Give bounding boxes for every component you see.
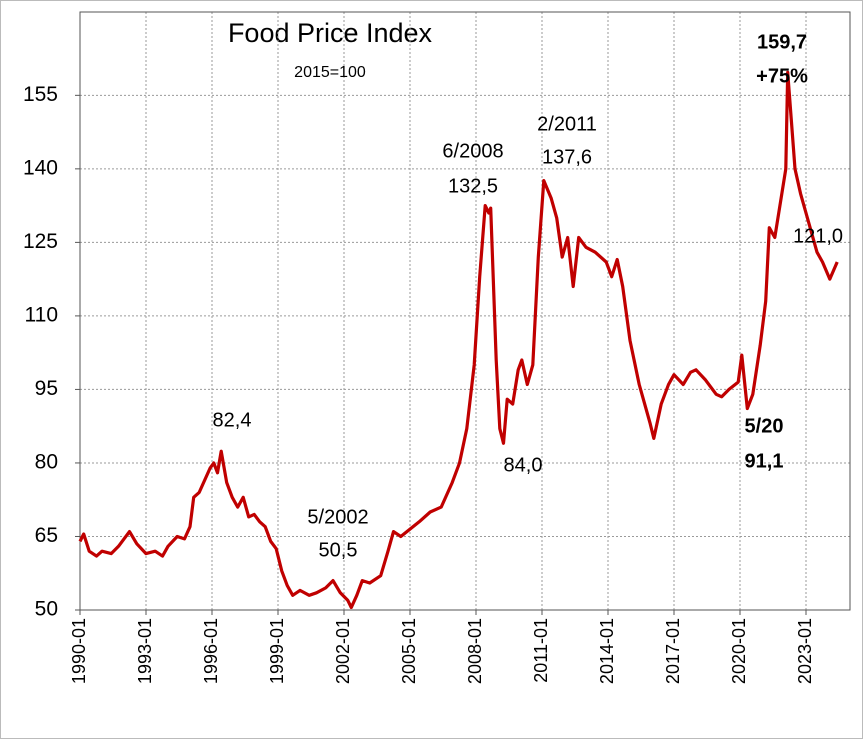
annotation: 132,5 [448, 175, 498, 197]
annotation: 82,4 [213, 409, 252, 431]
x-tick-label: 1996-01 [201, 618, 221, 684]
annotation: 121,0 [793, 225, 843, 247]
annotation: 50,5 [319, 539, 358, 561]
x-tick-label: 2017-01 [663, 618, 683, 684]
x-tick-label: 2014-01 [597, 618, 617, 684]
chart-title: Food Price Index [228, 18, 433, 48]
y-tick-label: 110 [25, 303, 58, 326]
y-tick-label: 95 [35, 377, 58, 400]
y-tick-label: 50 [35, 598, 58, 621]
x-tick-label: 1990-01 [69, 618, 89, 684]
x-tick-label: 2023-01 [795, 618, 815, 684]
annotation: 159,7 [757, 31, 807, 53]
annotation: 5/2002 [307, 506, 368, 528]
x-tick-label: 1993-01 [135, 618, 155, 684]
x-tick-label: 2005-01 [399, 618, 419, 684]
x-tick-label: 2020-01 [729, 618, 749, 684]
annotation: 137,6 [542, 146, 592, 168]
y-tick-label: 125 [23, 230, 58, 253]
y-tick-label: 140 [23, 156, 58, 179]
annotation: 91,1 [745, 450, 784, 472]
annotation: 2015=100 [294, 64, 366, 81]
x-tick-label: 1999-01 [267, 618, 287, 684]
y-tick-label: 155 [23, 83, 58, 106]
annotation: 84,0 [504, 454, 543, 476]
y-tick-label: 80 [35, 450, 58, 473]
annotation: 2/2011 [537, 113, 597, 135]
x-tick-label: 2002-01 [333, 618, 353, 684]
annotation: 5/20 [745, 415, 784, 437]
y-tick-label: 65 [35, 524, 58, 547]
annotation: +75% [756, 65, 808, 87]
annotation: 6/2008 [442, 140, 503, 162]
x-tick-label: 2011-01 [531, 618, 551, 683]
x-tick-label: 2008-01 [465, 618, 485, 684]
plot-frame [79, 11, 851, 611]
data-line [78, 70, 839, 610]
